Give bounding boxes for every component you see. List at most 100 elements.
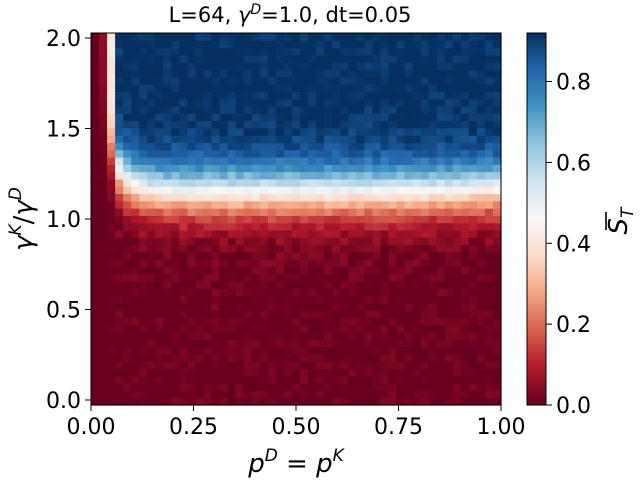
heatmap-cell	[275, 186, 285, 195]
heatmap-cell	[131, 69, 140, 78]
heatmap-cell	[203, 229, 213, 238]
heatmap-cell	[171, 69, 181, 78]
heatmap-cell	[300, 142, 309, 151]
heatmap-cell	[155, 69, 164, 78]
heatmap-cell	[99, 273, 108, 282]
heatmap-cell	[123, 76, 132, 85]
heatmap-cell	[436, 171, 446, 180]
heatmap-cell	[324, 295, 333, 304]
heatmap-cell	[291, 193, 301, 202]
heatmap-cell	[195, 69, 205, 78]
heatmap-cell	[396, 157, 406, 165]
heatmap-cell	[444, 193, 454, 202]
heatmap-cell	[388, 127, 398, 136]
heatmap-cell	[163, 200, 172, 209]
heatmap-cell	[364, 105, 373, 114]
heatmap-cell	[203, 368, 213, 377]
heatmap-cell	[324, 69, 333, 78]
heatmap-cell	[195, 91, 205, 100]
heatmap-cell	[372, 383, 382, 392]
heatmap-cell	[203, 98, 213, 107]
heatmap-cell	[227, 98, 237, 107]
heatmap-cell	[115, 113, 124, 122]
heatmap-cell	[179, 113, 189, 122]
heatmap-cell	[291, 40, 301, 49]
heatmap-cell	[211, 164, 221, 173]
heatmap-cell	[139, 69, 148, 78]
heatmap-cell	[227, 120, 237, 129]
heatmap-cell	[460, 324, 470, 333]
heatmap-cell	[412, 229, 422, 238]
heatmap-cell	[275, 259, 285, 268]
heatmap-cell	[99, 222, 108, 231]
heatmap-cell	[91, 54, 100, 63]
heatmap-cell	[492, 69, 502, 78]
heatmap-cell	[107, 222, 116, 231]
heatmap-cell	[300, 332, 309, 340]
heatmap-cell	[468, 259, 478, 268]
heatmap-cell	[115, 215, 124, 224]
heatmap-cell	[227, 157, 237, 165]
heatmap-cell	[348, 142, 357, 151]
heatmap-cell	[380, 317, 390, 326]
heatmap-cell	[492, 178, 502, 187]
heatmap-cell	[251, 164, 261, 173]
heatmap-cell	[219, 208, 229, 216]
heatmap-cell	[235, 113, 245, 122]
heatmap-cell	[388, 266, 398, 275]
heatmap-cell	[404, 361, 414, 370]
heatmap-cell	[275, 332, 285, 340]
heatmap-cell	[332, 295, 341, 304]
heatmap-cell	[155, 200, 164, 209]
heatmap-cell	[227, 368, 237, 377]
heatmap-cell	[484, 193, 494, 202]
heatmap-cell	[356, 259, 365, 268]
heatmap-cell	[163, 281, 172, 289]
heatmap-cell	[364, 157, 373, 165]
heatmap-cell	[251, 273, 261, 282]
heatmap-cell	[300, 215, 309, 224]
heatmap-cell	[219, 310, 229, 319]
heatmap-cell	[324, 317, 333, 326]
heatmap-cell	[99, 135, 108, 144]
heatmap-cell	[396, 317, 406, 326]
heatmap-cell	[476, 302, 486, 311]
heatmap-cell	[259, 222, 269, 231]
heatmap-cell	[372, 113, 382, 122]
heatmap-cell	[452, 149, 462, 158]
heatmap-cell	[267, 157, 277, 165]
heatmap-cell	[428, 273, 438, 282]
heatmap-cell	[91, 383, 100, 392]
heatmap-cell	[99, 229, 108, 238]
heatmap-cell	[275, 33, 285, 41]
heatmap-cell	[251, 186, 261, 195]
heatmap-cell	[227, 135, 237, 144]
heatmap-cell	[155, 288, 164, 297]
heatmap-cell	[324, 244, 333, 253]
heatmap-cell	[147, 186, 156, 195]
heatmap-cell	[275, 142, 285, 151]
heatmap-cell	[227, 149, 237, 158]
heatmap-cell	[492, 339, 502, 348]
heatmap-cell	[267, 164, 277, 173]
heatmap-cell	[348, 91, 357, 100]
heatmap-cell	[107, 310, 116, 319]
heatmap-cell	[243, 164, 253, 173]
heatmap-cell	[404, 383, 414, 392]
heatmap-cell	[396, 251, 406, 260]
heatmap-cell	[171, 200, 181, 209]
heatmap-cell	[195, 47, 205, 56]
heatmap-cell	[195, 142, 205, 151]
heatmap-cell	[107, 40, 116, 49]
heatmap-cell	[396, 113, 406, 122]
heatmap-cell	[348, 302, 357, 311]
heatmap-cell	[291, 353, 301, 362]
heatmap-cell	[420, 200, 430, 209]
heatmap-cell	[123, 317, 132, 326]
heatmap-cell	[460, 222, 470, 231]
heatmap-cell	[308, 222, 317, 231]
heatmap-cell	[203, 310, 213, 319]
heatmap-cell	[428, 229, 438, 238]
heatmap-cell	[468, 288, 478, 297]
heatmap-cell	[107, 98, 116, 107]
